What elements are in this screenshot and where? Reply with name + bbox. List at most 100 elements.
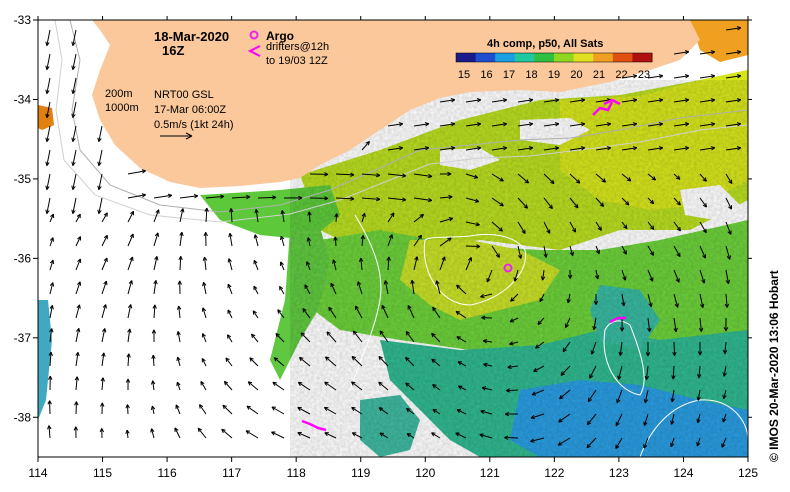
- current-arrow: [517, 98, 534, 103]
- current-arrow: [509, 317, 519, 323]
- current-arrow: [354, 305, 363, 319]
- colorbar-swatch: [632, 53, 653, 62]
- current-arrow: [381, 304, 389, 319]
- current-arrow: [465, 221, 480, 227]
- current-arrow: [673, 98, 690, 103]
- current-arrow: [97, 173, 103, 190]
- current-arrow: [698, 317, 704, 332]
- current-arrow: [100, 377, 105, 391]
- current-arrow: [647, 317, 652, 332]
- current-arrow: [358, 257, 364, 271]
- current-arrow: [75, 236, 82, 247]
- current-arrow: [699, 50, 716, 55]
- lon-tick-label: 123: [609, 466, 629, 480]
- current-arrow: [197, 427, 207, 439]
- current-arrow: [127, 256, 134, 271]
- colorbar-swatch: [612, 53, 633, 62]
- current-arrow: [517, 245, 523, 259]
- colorbar: [455, 52, 653, 63]
- current-arrow: [619, 317, 625, 332]
- current-arrow: [127, 169, 147, 175]
- current-arrow: [439, 256, 446, 271]
- current-arrow: [645, 341, 651, 357]
- colorbar-tick-label: 22: [615, 69, 627, 81]
- current-arrow: [326, 331, 337, 343]
- current-arrow: [410, 279, 415, 295]
- current-arrow: [75, 258, 82, 271]
- current-arrow: [456, 409, 467, 415]
- current-arrow: [75, 213, 81, 223]
- current-arrow: [351, 432, 363, 439]
- current-arrow: [465, 197, 480, 203]
- current-arrow: [200, 380, 207, 391]
- current-arrow: [178, 256, 183, 271]
- current-arrow: [97, 125, 103, 142]
- current-arrow: [647, 245, 655, 256]
- current-arrow: [73, 426, 79, 439]
- altimetry-label: NRT00 GSL: [154, 89, 214, 101]
- current-arrow: [479, 433, 493, 439]
- current-arrow: [227, 334, 233, 343]
- current-arrow: [253, 259, 259, 271]
- current-arrow: [204, 207, 209, 223]
- current-arrow: [221, 428, 233, 439]
- current-arrow: [699, 245, 707, 259]
- current-arrow: [618, 341, 623, 356]
- current-arrow: [513, 269, 519, 282]
- colorbar-title: 4h comp, p50, All Sats: [487, 38, 603, 50]
- current-arrow: [699, 122, 716, 127]
- current-arrow: [564, 317, 571, 328]
- current-arrow: [127, 210, 135, 223]
- altimetry-contour-3: [639, 399, 749, 458]
- argo-float: [503, 263, 513, 273]
- current-arrow: [543, 122, 560, 127]
- current-arrow: [615, 437, 623, 449]
- depth-200-label: 200m: [105, 88, 133, 100]
- current-arrow: [379, 330, 389, 343]
- current-arrow: [254, 208, 259, 223]
- current-arrow: [271, 406, 285, 415]
- current-arrow: [647, 74, 664, 79]
- current-arrow: [621, 245, 627, 255]
- current-arrow: [49, 213, 55, 223]
- current-arrow: [673, 317, 678, 333]
- current-arrow: [504, 411, 519, 417]
- current-arrow: [725, 245, 731, 260]
- current-arrow: [45, 197, 51, 214]
- current-arrow: [595, 221, 602, 231]
- current-arrow: [405, 356, 415, 367]
- current-arrow: [280, 235, 285, 247]
- current-arrow: [205, 194, 225, 199]
- current-arrow: [725, 122, 742, 127]
- lat-tick-label: -38: [14, 410, 32, 424]
- lon-tick-label: 118: [287, 466, 306, 480]
- current-arrow: [352, 330, 363, 343]
- current-arrow: [617, 365, 623, 380]
- current-arrow: [152, 304, 157, 319]
- current-arrow: [431, 358, 441, 367]
- current-arrow: [75, 281, 82, 295]
- current-arrow: [647, 221, 655, 230]
- current-arrow: [491, 146, 508, 151]
- current-arrow: [378, 355, 389, 367]
- current-arrow: [413, 213, 425, 223]
- current-arrow: [309, 172, 329, 177]
- current-arrow: [351, 355, 363, 367]
- vector-scale-label: 0.5m/s (1kt 24h): [154, 119, 233, 131]
- current-arrow: [351, 406, 363, 415]
- current-arrow: [228, 232, 233, 247]
- current-arrow: [101, 212, 108, 223]
- current-arrow: [71, 197, 77, 214]
- current-arrow: [101, 234, 108, 247]
- colorbar-frame: [455, 52, 653, 63]
- current-arrow: [309, 196, 329, 201]
- current-arrow: [569, 173, 581, 184]
- current-arrow: [251, 333, 259, 343]
- current-arrow: [725, 269, 731, 285]
- current-arrow: [517, 173, 530, 184]
- lon-tick-label: 121: [480, 466, 500, 480]
- current-arrow: [722, 389, 727, 400]
- current-arrow: [491, 221, 504, 232]
- current-arrow: [517, 221, 526, 234]
- lon-tick-label: 114: [28, 466, 47, 480]
